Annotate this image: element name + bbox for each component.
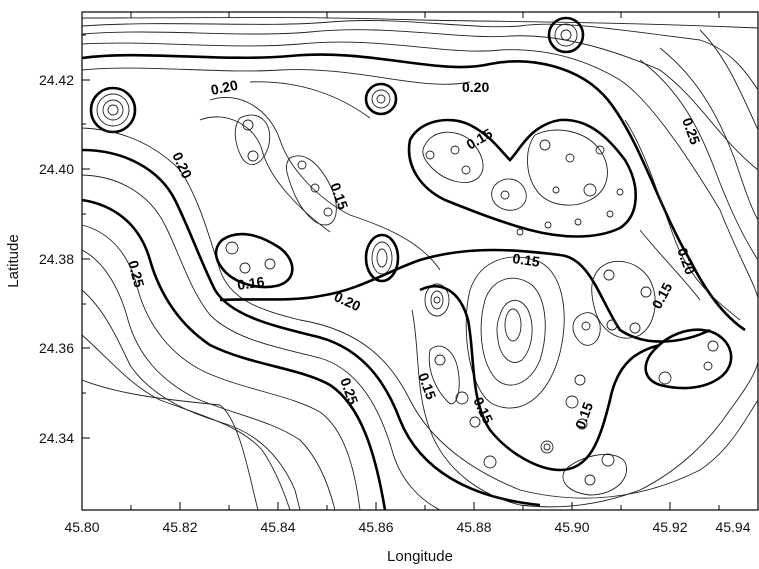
- contour-lines: [81, 16, 759, 511]
- x-tick-labels: 45.80 45.82 45.84 45.86 45.88 45.90 45.9…: [64, 519, 750, 535]
- x-tick-label: 45.94: [715, 519, 750, 535]
- contour-label: 0.20: [674, 246, 698, 277]
- y-tick-label: 24.38: [39, 251, 74, 267]
- y-tick-label: 24.36: [39, 340, 74, 356]
- contour-label: 0.25: [125, 259, 148, 290]
- contour-label: 0.15: [464, 125, 496, 153]
- contour-label: 0.15: [470, 395, 496, 427]
- x-tick-label: 45.80: [64, 519, 99, 535]
- contour-label: 0.20: [169, 150, 195, 182]
- contour-label: 0.25: [337, 376, 361, 407]
- contour-label: 0.20: [209, 77, 239, 98]
- y-tick-label: 24.34: [39, 430, 74, 446]
- x-tick-label: 45.86: [358, 519, 393, 535]
- contour-label: 0.15: [512, 250, 541, 270]
- contour-label: 0.16: [236, 273, 265, 293]
- contour-label: 0.25: [679, 116, 703, 147]
- x-tick-label: 45.88: [456, 519, 491, 535]
- contour-label: 0.20: [332, 288, 364, 314]
- contour-label: 0.15: [649, 280, 676, 312]
- y-axis-ticks: [82, 34, 90, 439]
- x-axis-title: Longitude: [387, 548, 453, 565]
- contour-label: 0.15: [327, 181, 351, 212]
- y-axis-title: Latitude: [5, 234, 22, 287]
- x-tick-label: 45.92: [652, 519, 687, 535]
- y-tick-labels: 24.34 24.36 24.38 24.40 24.42: [39, 72, 74, 446]
- plot-frame: [81, 11, 759, 511]
- x-axis-ticks: [81, 12, 720, 510]
- x-tick-label: 45.82: [162, 519, 197, 535]
- y-tick-label: 24.42: [39, 72, 74, 88]
- contour-label: 0.15: [572, 400, 596, 431]
- contour-label: 0.15: [415, 371, 439, 402]
- x-tick-label: 45.90: [554, 519, 589, 535]
- x-tick-label: 45.84: [260, 519, 295, 535]
- contour-label: 0.20: [462, 79, 489, 95]
- y-tick-label: 24.40: [39, 161, 74, 177]
